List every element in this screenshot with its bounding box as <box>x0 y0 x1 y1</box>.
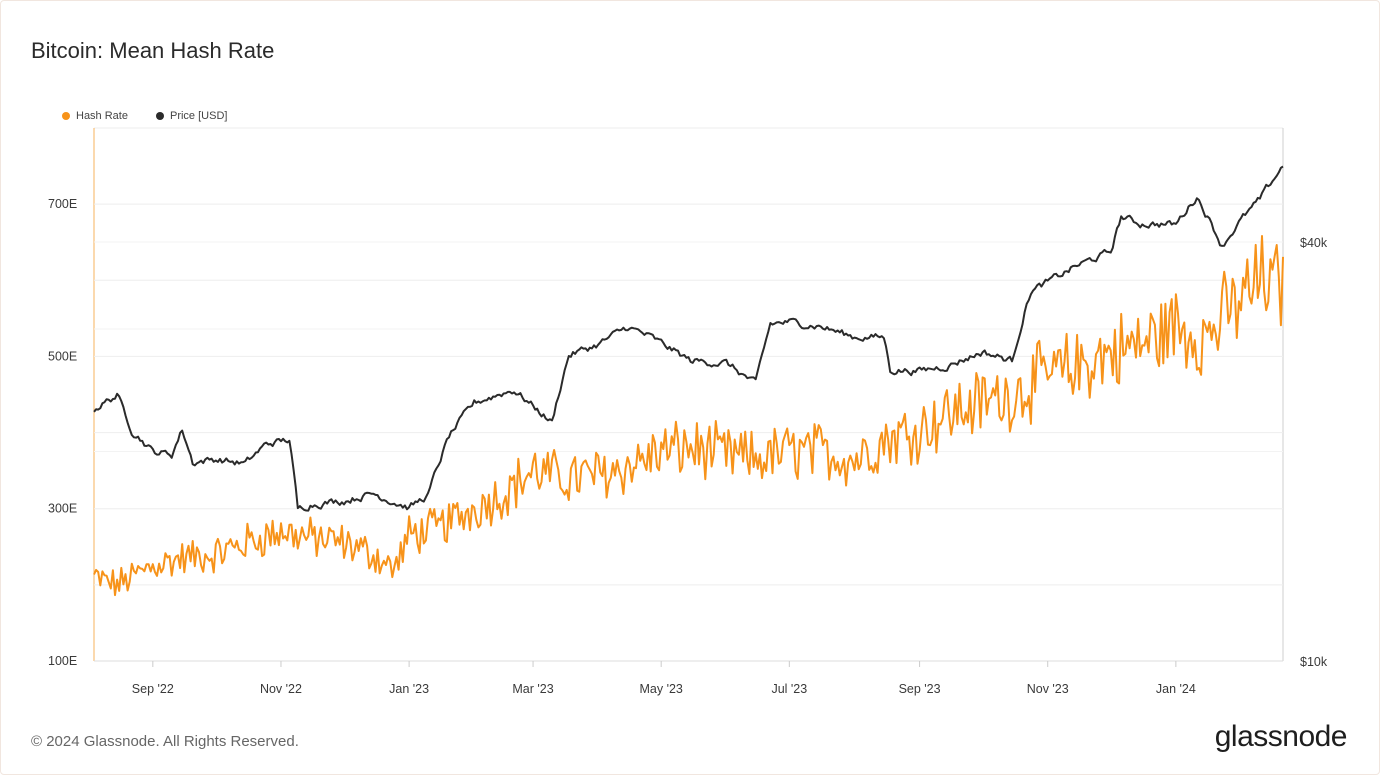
x-tick-label: Jul '23 <box>771 682 807 696</box>
y-right-tick-label: $10k <box>1300 655 1328 669</box>
x-tick-label: Jan '23 <box>389 682 429 696</box>
x-tick-label: Mar '23 <box>512 682 553 696</box>
legend-label-hash-rate: Hash Rate <box>76 110 128 122</box>
hash-rate-line <box>93 235 1284 597</box>
glassnode-logo: glassnode <box>1214 720 1348 753</box>
price-line <box>93 165 1284 512</box>
x-tick-label: Nov '22 <box>260 682 302 696</box>
legend-item-price[interactable]: Price [USD] <box>155 110 228 122</box>
hash-rate-legend-dot <box>62 112 70 120</box>
y-left-tick-label: 700E <box>48 197 77 211</box>
x-tick-label: May '23 <box>639 682 682 696</box>
x-tick-label: Jan '24 <box>1156 682 1196 696</box>
y-left-tick-label: 100E <box>48 654 77 668</box>
x-tick-label: Nov '23 <box>1027 682 1069 696</box>
legend-item-hash-rate[interactable]: Hash Rate <box>62 110 128 122</box>
legend: Hash Rate Price [USD] <box>62 110 227 122</box>
price-legend-dot <box>155 112 164 120</box>
legend-label-price: Price [USD] <box>169 110 228 122</box>
chart-title: Bitcoin: Mean Hash Rate <box>31 38 275 63</box>
x-tick-label: Sep '23 <box>899 682 941 696</box>
y-right-tick-label: $40k <box>1300 236 1328 250</box>
x-tick-label: Sep '22 <box>132 682 174 696</box>
copyright-footer: © 2024 Glassnode. All Rights Reserved. <box>31 733 299 750</box>
y-left-tick-label: 500E <box>48 349 77 363</box>
y-left-tick-label: 300E <box>48 502 77 516</box>
